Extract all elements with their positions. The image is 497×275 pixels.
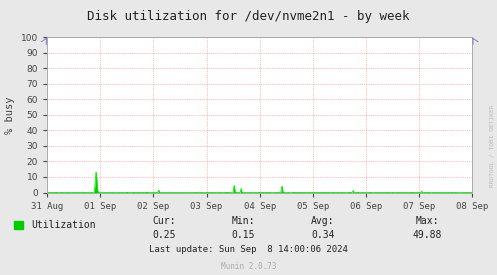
Text: Cur:: Cur: [152,216,176,226]
Text: 0.15: 0.15 [232,230,255,240]
Text: 0.34: 0.34 [311,230,335,240]
Text: Avg:: Avg: [311,216,335,226]
Text: Max:: Max: [415,216,439,226]
Legend: Utilization: Utilization [10,217,100,234]
Text: 49.88: 49.88 [413,230,442,240]
Text: 0.25: 0.25 [152,230,176,240]
Y-axis label: % busy: % busy [5,96,15,134]
Text: Disk utilization for /dev/nvme2n1 - by week: Disk utilization for /dev/nvme2n1 - by w… [87,10,410,23]
Text: Munin 2.0.73: Munin 2.0.73 [221,262,276,271]
Text: Last update: Sun Sep  8 14:00:06 2024: Last update: Sun Sep 8 14:00:06 2024 [149,246,348,254]
Text: Min:: Min: [232,216,255,226]
Text: RRDTOOL / TOBI OETIKER: RRDTOOL / TOBI OETIKER [490,104,495,187]
